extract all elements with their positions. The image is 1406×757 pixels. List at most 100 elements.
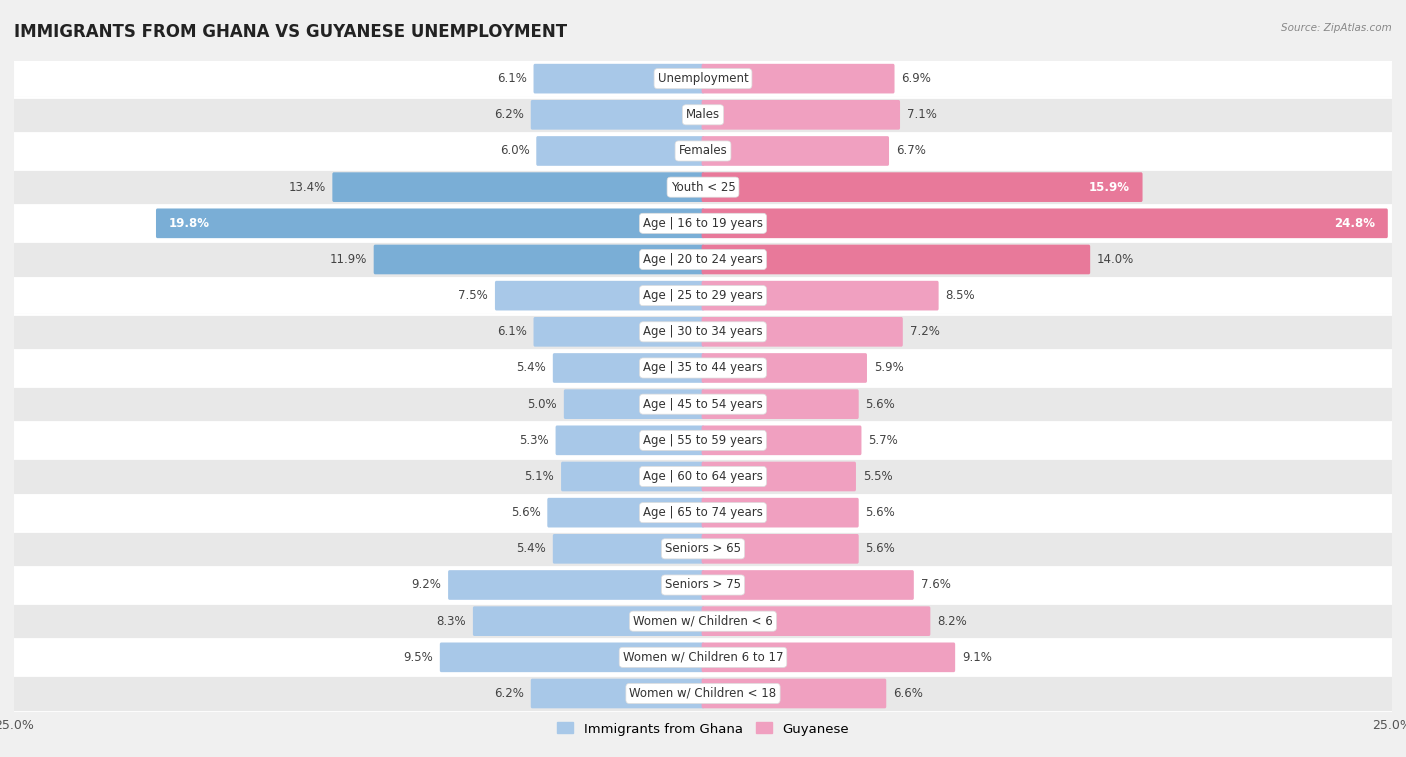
Legend: Immigrants from Ghana, Guyanese: Immigrants from Ghana, Guyanese — [553, 717, 853, 741]
Text: 5.6%: 5.6% — [866, 506, 896, 519]
FancyBboxPatch shape — [702, 498, 859, 528]
Text: 9.2%: 9.2% — [412, 578, 441, 591]
Text: Women w/ Children < 6: Women w/ Children < 6 — [633, 615, 773, 628]
FancyBboxPatch shape — [14, 675, 1392, 712]
FancyBboxPatch shape — [531, 100, 704, 129]
Text: 7.2%: 7.2% — [910, 326, 939, 338]
Text: Age | 35 to 44 years: Age | 35 to 44 years — [643, 362, 763, 375]
Text: Age | 25 to 29 years: Age | 25 to 29 years — [643, 289, 763, 302]
Text: 19.8%: 19.8% — [169, 217, 209, 230]
FancyBboxPatch shape — [14, 422, 1392, 459]
FancyBboxPatch shape — [14, 567, 1392, 603]
Text: 6.9%: 6.9% — [901, 72, 931, 85]
Text: Seniors > 65: Seniors > 65 — [665, 542, 741, 556]
Text: 11.9%: 11.9% — [329, 253, 367, 266]
FancyBboxPatch shape — [702, 136, 889, 166]
Text: 5.3%: 5.3% — [519, 434, 548, 447]
FancyBboxPatch shape — [14, 639, 1392, 675]
Text: Age | 55 to 59 years: Age | 55 to 59 years — [643, 434, 763, 447]
FancyBboxPatch shape — [553, 354, 704, 383]
FancyBboxPatch shape — [332, 173, 704, 202]
Text: 7.5%: 7.5% — [458, 289, 488, 302]
FancyBboxPatch shape — [702, 643, 955, 672]
Text: Age | 20 to 24 years: Age | 20 to 24 years — [643, 253, 763, 266]
Text: Unemployment: Unemployment — [658, 72, 748, 85]
FancyBboxPatch shape — [702, 245, 1090, 274]
Text: 13.4%: 13.4% — [288, 181, 325, 194]
Text: 9.5%: 9.5% — [404, 651, 433, 664]
FancyBboxPatch shape — [440, 643, 704, 672]
FancyBboxPatch shape — [531, 679, 704, 709]
Text: Women w/ Children < 18: Women w/ Children < 18 — [630, 687, 776, 700]
Text: 14.0%: 14.0% — [1097, 253, 1135, 266]
Text: Males: Males — [686, 108, 720, 121]
Text: Age | 16 to 19 years: Age | 16 to 19 years — [643, 217, 763, 230]
Text: 5.4%: 5.4% — [516, 542, 546, 556]
Text: Age | 60 to 64 years: Age | 60 to 64 years — [643, 470, 763, 483]
FancyBboxPatch shape — [555, 425, 704, 455]
FancyBboxPatch shape — [156, 208, 704, 238]
Text: 5.6%: 5.6% — [866, 397, 896, 410]
Text: IMMIGRANTS FROM GHANA VS GUYANESE UNEMPLOYMENT: IMMIGRANTS FROM GHANA VS GUYANESE UNEMPL… — [14, 23, 567, 41]
FancyBboxPatch shape — [536, 136, 704, 166]
FancyBboxPatch shape — [702, 354, 868, 383]
FancyBboxPatch shape — [14, 350, 1392, 386]
FancyBboxPatch shape — [472, 606, 704, 636]
Text: 5.6%: 5.6% — [866, 542, 896, 556]
FancyBboxPatch shape — [533, 317, 704, 347]
FancyBboxPatch shape — [14, 386, 1392, 422]
Text: 5.7%: 5.7% — [869, 434, 898, 447]
Text: Age | 45 to 54 years: Age | 45 to 54 years — [643, 397, 763, 410]
FancyBboxPatch shape — [547, 498, 704, 528]
FancyBboxPatch shape — [14, 531, 1392, 567]
FancyBboxPatch shape — [374, 245, 704, 274]
FancyBboxPatch shape — [702, 317, 903, 347]
Text: 5.4%: 5.4% — [516, 362, 546, 375]
Text: 6.7%: 6.7% — [896, 145, 925, 157]
FancyBboxPatch shape — [702, 570, 914, 600]
FancyBboxPatch shape — [14, 278, 1392, 313]
FancyBboxPatch shape — [702, 173, 1143, 202]
FancyBboxPatch shape — [14, 97, 1392, 133]
FancyBboxPatch shape — [14, 494, 1392, 531]
Text: Women w/ Children 6 to 17: Women w/ Children 6 to 17 — [623, 651, 783, 664]
FancyBboxPatch shape — [564, 389, 704, 419]
FancyBboxPatch shape — [553, 534, 704, 564]
FancyBboxPatch shape — [449, 570, 704, 600]
Text: 8.2%: 8.2% — [938, 615, 967, 628]
FancyBboxPatch shape — [702, 208, 1388, 238]
Text: 8.3%: 8.3% — [436, 615, 465, 628]
Text: 6.6%: 6.6% — [893, 687, 922, 700]
Text: 5.6%: 5.6% — [510, 506, 540, 519]
Text: 6.2%: 6.2% — [494, 108, 524, 121]
FancyBboxPatch shape — [14, 459, 1392, 494]
Text: 8.5%: 8.5% — [945, 289, 976, 302]
FancyBboxPatch shape — [702, 64, 894, 93]
Text: 6.1%: 6.1% — [496, 72, 527, 85]
Text: 6.1%: 6.1% — [496, 326, 527, 338]
FancyBboxPatch shape — [14, 603, 1392, 639]
FancyBboxPatch shape — [702, 100, 900, 129]
FancyBboxPatch shape — [14, 313, 1392, 350]
Text: Age | 65 to 74 years: Age | 65 to 74 years — [643, 506, 763, 519]
FancyBboxPatch shape — [14, 61, 1392, 97]
Text: Youth < 25: Youth < 25 — [671, 181, 735, 194]
FancyBboxPatch shape — [702, 679, 886, 709]
Text: 24.8%: 24.8% — [1334, 217, 1375, 230]
FancyBboxPatch shape — [14, 241, 1392, 278]
FancyBboxPatch shape — [702, 606, 931, 636]
FancyBboxPatch shape — [561, 462, 704, 491]
Text: 15.9%: 15.9% — [1090, 181, 1130, 194]
FancyBboxPatch shape — [702, 425, 862, 455]
Text: 7.1%: 7.1% — [907, 108, 936, 121]
Text: 5.9%: 5.9% — [875, 362, 904, 375]
Text: Females: Females — [679, 145, 727, 157]
FancyBboxPatch shape — [495, 281, 704, 310]
FancyBboxPatch shape — [14, 133, 1392, 169]
FancyBboxPatch shape — [14, 205, 1392, 241]
FancyBboxPatch shape — [14, 169, 1392, 205]
Text: 7.6%: 7.6% — [921, 578, 950, 591]
Text: 5.1%: 5.1% — [524, 470, 554, 483]
FancyBboxPatch shape — [533, 64, 704, 93]
Text: Age | 30 to 34 years: Age | 30 to 34 years — [643, 326, 763, 338]
